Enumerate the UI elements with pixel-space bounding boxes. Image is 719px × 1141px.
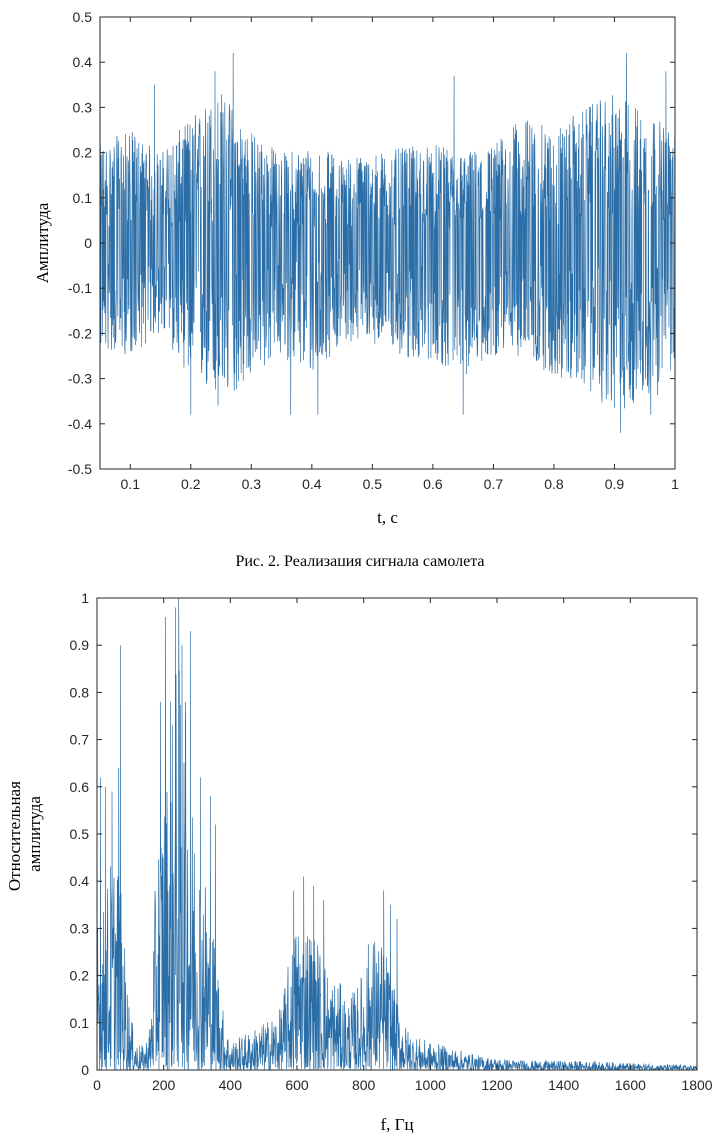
y-tick-label: 0.3 — [73, 99, 93, 115]
spectrum-y-axis-label: Относительная амплитуда — [5, 777, 44, 891]
y-tick-label: 0 — [84, 235, 92, 251]
x-tick-label: 0.3 — [242, 476, 262, 492]
spectrum-chart: 0 200 400 600 800 1000 1200 1400 1600 1800 0 0.1 0.… — [5, 590, 713, 1134]
x-tick-label: 0.4 — [302, 476, 322, 492]
spectrum-x-axis-label: f, Гц — [380, 1115, 413, 1134]
signal-chart: 0.1 0.2 0.3 0.4 0.5 0.6 0.7 0.8 0.9 1 -0.5-0.4-0.… — [33, 9, 679, 527]
y-tick-label: 0.4 — [70, 873, 90, 889]
spectrum-series — [96, 597, 698, 1072]
spectrum-y-ticks: 0 0.1 0.2 0.3 0.4 0.5 0.6 0.7 0.8 0.9 1 — [70, 590, 697, 1078]
x-tick-label: 1 — [671, 476, 679, 492]
y-tick-label: -0.3 — [68, 371, 92, 387]
signal-x-axis-label: t, c — [377, 508, 398, 527]
signal-line — [99, 53, 676, 433]
y-tick-label: -0.5 — [68, 461, 92, 477]
x-tick-label: 800 — [352, 1077, 376, 1093]
caption-mask — [150, 566, 570, 582]
x-tick-label: 1200 — [481, 1077, 512, 1093]
x-tick-label: 0.9 — [605, 476, 625, 492]
y-tick-label: 0.2 — [70, 968, 90, 984]
y-tick-label: 1 — [81, 590, 89, 606]
x-tick-label: 1800 — [681, 1077, 712, 1093]
x-tick-label: 1000 — [415, 1077, 446, 1093]
y-tick-label: 0.1 — [73, 190, 93, 206]
x-tick-label: 0.8 — [544, 476, 564, 492]
spectrum-y-axis-label-line-2: амплитуда — [25, 796, 44, 872]
y-tick-label: 0.5 — [73, 9, 93, 25]
signal-series — [99, 53, 676, 433]
spectrum-y-axis-label-line-1: Относительная — [5, 781, 24, 891]
x-tick-label: 600 — [285, 1077, 309, 1093]
signal-y-axis-label: Амплитуда — [33, 202, 52, 283]
x-tick-label: 0.5 — [363, 476, 383, 492]
y-tick-label: -0.2 — [68, 325, 92, 341]
y-tick-label: -0.1 — [68, 280, 92, 296]
x-tick-label: 0 — [93, 1077, 101, 1093]
spectrum-x-ticks: 0 200 400 600 800 1000 1200 1400 1600 1800 — [93, 598, 713, 1093]
y-tick-label: 0.4 — [73, 54, 93, 70]
x-tick-label: 0.2 — [181, 476, 201, 492]
x-tick-label: 0.7 — [484, 476, 504, 492]
signal-x-ticks: 0.1 0.2 0.3 0.4 0.5 0.6 0.7 0.8 0.9 1 — [121, 17, 679, 492]
y-tick-label: 0.9 — [70, 637, 90, 653]
signal-y-ticks: -0.5 -0.4 -0.3 -0.2 -0.1 0 0.1 0.2 0.3 0.4 0.5 — [68, 9, 675, 477]
y-tick-label: 0.2 — [73, 145, 93, 161]
x-tick-label: 200 — [152, 1077, 176, 1093]
y-tick-label: 0.6 — [70, 779, 90, 795]
x-tick-label: 400 — [219, 1077, 243, 1093]
figure-caption: Рис. 2. Реализация сигнала самолета — [235, 553, 484, 570]
x-tick-label: 0.1 — [121, 476, 141, 492]
y-tick-label: 0 — [81, 1062, 89, 1078]
x-tick-label: 1400 — [548, 1077, 579, 1093]
spectrum-line — [96, 597, 698, 1072]
x-tick-label: 1600 — [615, 1077, 646, 1093]
y-tick-label: -0.4 — [68, 416, 92, 432]
y-tick-label: 0.7 — [70, 732, 90, 748]
y-tick-label: 0.1 — [70, 1015, 90, 1031]
figure-caption-group: Рис. 2. Реализация сигнала самолета — [150, 553, 570, 582]
y-tick-label: 0.3 — [70, 920, 90, 936]
y-tick-label: 0.5 — [70, 826, 90, 842]
y-tick-label: 0.8 — [70, 684, 90, 700]
x-tick-label: 0.6 — [423, 476, 443, 492]
